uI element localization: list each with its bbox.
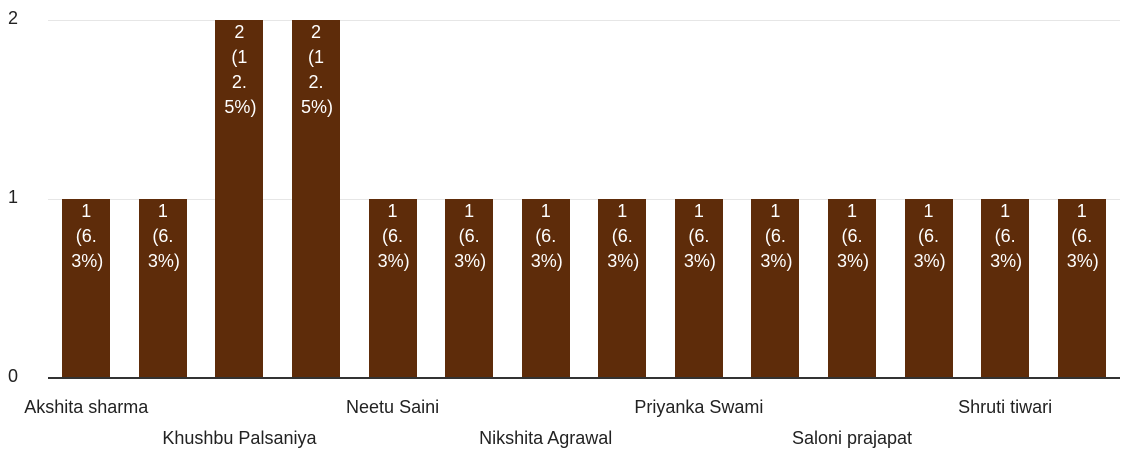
y-tick-label: 2 bbox=[8, 8, 19, 28]
value-label: 1 (6.3%) bbox=[71, 201, 104, 271]
x-tick-label: Nikshita Agrawal bbox=[479, 428, 613, 448]
value-label: 1 (6.3%) bbox=[1066, 201, 1099, 271]
x-axis bbox=[48, 377, 1120, 379]
value-label: 1 (6.3%) bbox=[760, 201, 793, 271]
y-tick-label: 1 bbox=[8, 187, 19, 207]
bar: 1 (6.3%) bbox=[1057, 199, 1106, 378]
grid-line bbox=[48, 20, 1120, 21]
grid-line bbox=[48, 199, 1120, 200]
bar: 1 (6.3%) bbox=[62, 199, 111, 378]
value-label: 1 (6.3%) bbox=[454, 201, 487, 271]
bar: 1 (6.3%) bbox=[904, 199, 953, 378]
bar: 1 (6.3%) bbox=[445, 199, 494, 378]
bar: 1 (6.3%) bbox=[521, 199, 570, 378]
x-tick-label: Khushbu Palsaniya bbox=[162, 428, 317, 448]
bar: 2 (12.5%) bbox=[215, 20, 264, 378]
bar: 2 (12.5%) bbox=[292, 20, 340, 378]
value-label: 1 (6.3%) bbox=[607, 201, 640, 271]
x-tick-label: Saloni prajapat bbox=[791, 428, 913, 448]
x-tick-label: Priyanka Swami bbox=[634, 397, 764, 417]
bar: 1 (6.3%) bbox=[674, 199, 723, 378]
x-tick-label: Neetu Saini bbox=[346, 397, 440, 417]
value-label: 1 (6.3%) bbox=[377, 201, 410, 271]
value-label: 1 (6.3%) bbox=[147, 201, 180, 271]
bar: 1 (6.3%) bbox=[751, 199, 800, 378]
y-tick-label: 0 bbox=[8, 366, 19, 386]
value-label: 1 (6.3%) bbox=[990, 201, 1023, 271]
value-label: 1 (6.3%) bbox=[837, 201, 870, 271]
value-label: 2 (12.5%) bbox=[224, 22, 257, 117]
value-label: 1 (6.3%) bbox=[683, 201, 716, 271]
bar: 1 (6.3%) bbox=[828, 199, 876, 378]
x-tick-label: Shruti tiwari bbox=[958, 397, 1053, 417]
bar: 1 (6.3%) bbox=[598, 199, 647, 378]
bar: 1 (6.3%) bbox=[368, 199, 417, 378]
value-label: 1 (6.3%) bbox=[913, 201, 946, 271]
bar: 1 (6.3%) bbox=[981, 199, 1030, 378]
value-label: 2 (12.5%) bbox=[301, 22, 334, 117]
x-tick-label: Akshita sharma bbox=[24, 397, 149, 417]
bar: 1 (6.3%) bbox=[138, 199, 187, 378]
value-label: 1 (6.3%) bbox=[530, 201, 563, 271]
